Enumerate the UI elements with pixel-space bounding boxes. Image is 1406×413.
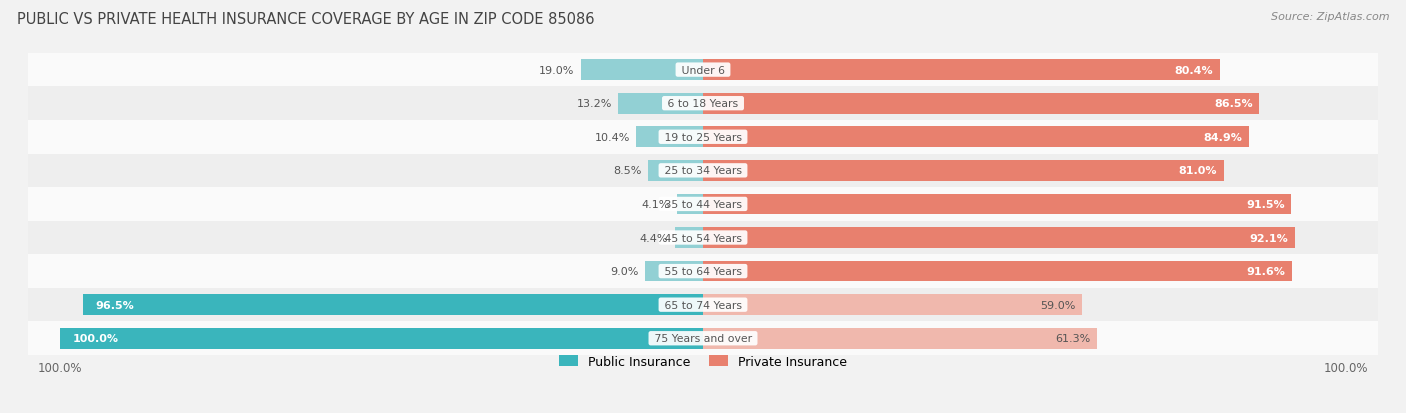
Text: PUBLIC VS PRIVATE HEALTH INSURANCE COVERAGE BY AGE IN ZIP CODE 85086: PUBLIC VS PRIVATE HEALTH INSURANCE COVER… — [17, 12, 595, 27]
Text: 25 to 34 Years: 25 to 34 Years — [661, 166, 745, 176]
Text: 8.5%: 8.5% — [613, 166, 643, 176]
FancyBboxPatch shape — [28, 121, 1378, 154]
Bar — [703, 94, 1258, 114]
Bar — [676, 194, 703, 215]
Bar — [83, 294, 703, 315]
Text: 86.5%: 86.5% — [1213, 99, 1253, 109]
Text: 84.9%: 84.9% — [1204, 133, 1243, 142]
Bar — [703, 194, 1291, 215]
Text: 4.1%: 4.1% — [643, 199, 671, 209]
Bar — [581, 60, 703, 81]
Bar — [648, 161, 703, 181]
Bar — [675, 228, 703, 248]
Text: Source: ZipAtlas.com: Source: ZipAtlas.com — [1271, 12, 1389, 22]
Text: 45 to 54 Years: 45 to 54 Years — [661, 233, 745, 243]
Text: 91.5%: 91.5% — [1246, 199, 1285, 209]
Text: 4.4%: 4.4% — [640, 233, 668, 243]
Bar — [703, 127, 1249, 148]
FancyBboxPatch shape — [28, 154, 1378, 188]
FancyBboxPatch shape — [28, 288, 1378, 322]
Text: 55 to 64 Years: 55 to 64 Years — [661, 266, 745, 276]
Text: 100.0%: 100.0% — [73, 333, 120, 344]
Text: 92.1%: 92.1% — [1250, 233, 1288, 243]
Text: 75 Years and over: 75 Years and over — [651, 333, 755, 344]
Text: 81.0%: 81.0% — [1178, 166, 1218, 176]
FancyBboxPatch shape — [28, 255, 1378, 288]
Text: 10.4%: 10.4% — [595, 133, 630, 142]
Bar — [645, 261, 703, 282]
Bar — [703, 161, 1223, 181]
Text: 9.0%: 9.0% — [610, 266, 638, 276]
Bar — [636, 127, 703, 148]
Text: 96.5%: 96.5% — [96, 300, 135, 310]
Bar — [703, 261, 1292, 282]
Bar — [703, 294, 1083, 315]
Text: 65 to 74 Years: 65 to 74 Years — [661, 300, 745, 310]
Bar — [60, 328, 703, 349]
Bar — [703, 328, 1097, 349]
FancyBboxPatch shape — [28, 221, 1378, 255]
Bar — [619, 94, 703, 114]
Text: 19.0%: 19.0% — [538, 65, 575, 76]
FancyBboxPatch shape — [28, 87, 1378, 121]
Text: 59.0%: 59.0% — [1040, 300, 1076, 310]
Bar — [703, 60, 1220, 81]
Text: 13.2%: 13.2% — [576, 99, 612, 109]
FancyBboxPatch shape — [28, 188, 1378, 221]
Text: 6 to 18 Years: 6 to 18 Years — [664, 99, 742, 109]
Text: 61.3%: 61.3% — [1056, 333, 1091, 344]
FancyBboxPatch shape — [28, 54, 1378, 87]
Text: 91.6%: 91.6% — [1247, 266, 1285, 276]
Text: 80.4%: 80.4% — [1174, 65, 1213, 76]
Text: Under 6: Under 6 — [678, 65, 728, 76]
FancyBboxPatch shape — [28, 322, 1378, 355]
Bar — [703, 228, 1295, 248]
Text: 35 to 44 Years: 35 to 44 Years — [661, 199, 745, 209]
Legend: Public Insurance, Private Insurance: Public Insurance, Private Insurance — [554, 350, 852, 373]
Text: 19 to 25 Years: 19 to 25 Years — [661, 133, 745, 142]
